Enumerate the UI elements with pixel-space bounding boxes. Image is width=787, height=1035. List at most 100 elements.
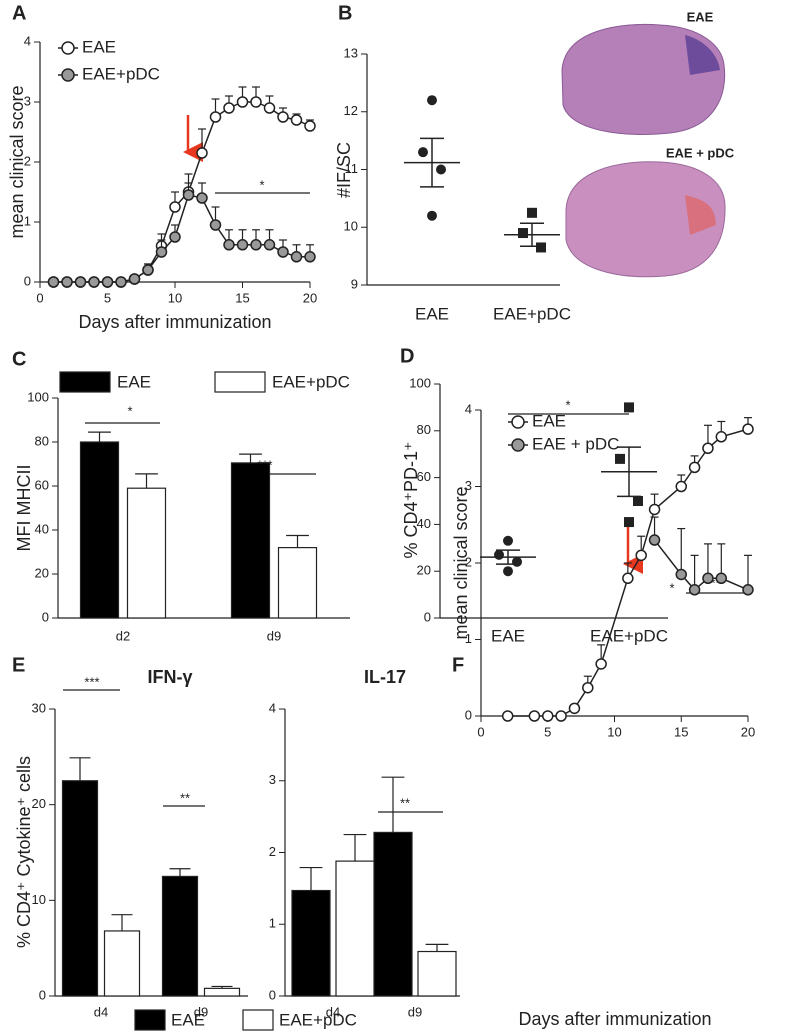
x-tick-label: 10 xyxy=(607,724,621,739)
y-tick-label: 3 xyxy=(465,478,472,493)
x-tick-label: d9 xyxy=(408,1004,422,1019)
bar xyxy=(417,950,457,997)
data-point xyxy=(542,710,554,722)
y-tick-label: 13 xyxy=(344,45,358,60)
significance: *** xyxy=(84,674,99,689)
data-point xyxy=(277,111,289,123)
data-point xyxy=(304,251,316,263)
x-tick-label: EAE xyxy=(491,626,525,645)
panel-label: E xyxy=(12,654,25,676)
y-tick-label: 20 xyxy=(32,796,46,811)
data-point xyxy=(196,147,208,159)
y-tick-label: 1 xyxy=(269,916,276,931)
y-tick-label: 12 xyxy=(344,103,358,118)
x-tick-label: EAE xyxy=(415,304,449,323)
x-tick-label: 5 xyxy=(544,724,551,739)
y-tick-label: 9 xyxy=(351,276,358,291)
y-tick-label: 2 xyxy=(24,153,31,168)
data-point xyxy=(47,276,60,288)
x-axis-label: Days after immunization xyxy=(518,1009,711,1029)
data-point xyxy=(209,111,222,123)
data-point xyxy=(236,96,249,108)
data-point xyxy=(169,231,181,243)
legend-marker xyxy=(61,41,75,55)
y-tick-label: 4 xyxy=(24,33,31,48)
bar xyxy=(79,441,120,619)
data-point xyxy=(595,658,607,670)
legend-marker xyxy=(61,68,75,82)
legend-marker xyxy=(511,415,525,429)
data-point xyxy=(304,120,316,132)
bar xyxy=(203,987,241,997)
x-tick-label: d4 xyxy=(94,1004,108,1019)
data-point xyxy=(250,239,262,251)
y-tick-label: 10 xyxy=(32,892,46,907)
data-point xyxy=(427,210,437,221)
legend-label: EAE + pDC xyxy=(532,434,619,453)
data-point xyxy=(209,219,222,231)
y-axis-label: mean clinical score xyxy=(451,486,471,639)
data-point xyxy=(528,710,541,722)
legend-label: EAE+pDC xyxy=(82,64,160,83)
y-tick-label: 40 xyxy=(35,521,49,536)
data-point xyxy=(527,207,537,218)
chart-title: IFN-γ xyxy=(148,667,193,687)
y-tick-label: 1 xyxy=(24,213,31,228)
y-tick-label: 30 xyxy=(32,700,46,715)
y-tick-label: 20 xyxy=(35,565,49,580)
data-point xyxy=(115,276,127,288)
data-point xyxy=(702,572,714,585)
x-tick-label: 0 xyxy=(36,290,43,305)
y-tick-label: 2 xyxy=(269,844,276,859)
significance: * xyxy=(127,403,132,418)
data-point xyxy=(648,503,661,516)
data-point xyxy=(512,556,522,567)
data-point xyxy=(169,201,181,213)
significance: * xyxy=(259,177,264,192)
panel-label: C xyxy=(12,348,26,370)
data-point xyxy=(582,681,594,694)
data-point xyxy=(675,568,687,581)
data-point xyxy=(635,549,647,562)
data-point xyxy=(427,95,437,106)
legend-label: EAE xyxy=(532,411,566,430)
x-tick-label: d9 xyxy=(194,1004,208,1019)
data-point xyxy=(702,442,714,454)
data-point xyxy=(742,423,754,435)
data-point xyxy=(88,276,100,288)
y-axis-label: % CD4⁺PD-1⁺ xyxy=(401,441,421,558)
y-axis-label: mean clinical score xyxy=(7,85,27,238)
y-tick-label: 11 xyxy=(345,161,359,176)
data-point xyxy=(715,572,728,585)
legend-swatch xyxy=(59,371,111,393)
data-point xyxy=(61,276,73,288)
data-point xyxy=(555,710,567,722)
y-tick-label: 100 xyxy=(27,389,49,404)
data-point xyxy=(223,239,235,251)
data-point xyxy=(688,584,701,596)
x-tick-label: d4 xyxy=(326,1004,340,1019)
data-point xyxy=(503,566,513,577)
y-tick-label: 10 xyxy=(344,219,358,234)
panel-label: A xyxy=(12,2,26,24)
y-tick-label: 0 xyxy=(269,987,276,1002)
significance: ** xyxy=(180,790,190,805)
bar xyxy=(277,546,318,619)
x-tick-label: 15 xyxy=(674,724,688,739)
x-tick-label: d9 xyxy=(267,628,281,643)
data-point xyxy=(715,431,728,443)
y-axis-label: #IF/SC xyxy=(334,142,354,198)
legend-swatch xyxy=(214,371,266,393)
y-tick-label: 4 xyxy=(465,401,472,416)
bar xyxy=(103,930,141,997)
y-tick-label: 2 xyxy=(465,554,472,569)
data-point xyxy=(142,264,154,276)
bar xyxy=(335,860,375,997)
significance: * xyxy=(669,580,674,595)
data-point xyxy=(536,242,546,253)
data-point xyxy=(742,584,754,596)
x-tick-label: 0 xyxy=(477,724,484,739)
y-tick-label: 60 xyxy=(417,469,431,484)
bar xyxy=(291,889,331,997)
legend-label: EAE xyxy=(171,1010,205,1029)
